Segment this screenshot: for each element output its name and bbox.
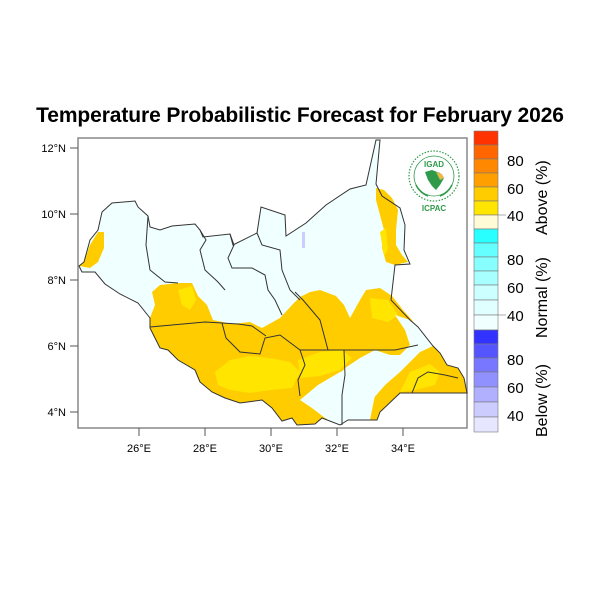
- below-tick-60: 60: [507, 380, 524, 397]
- above-title: Above (%): [534, 160, 551, 235]
- colorbar: [473, 130, 499, 433]
- normal-tick-40: 40: [507, 308, 524, 325]
- above-tick-60: 60: [507, 181, 524, 198]
- y-tick-12n: 12°N: [41, 143, 66, 155]
- below-title: Below (%): [534, 364, 551, 437]
- logo-igad-text: IGAD: [424, 160, 444, 169]
- normal-tick-80: 80: [507, 252, 524, 269]
- chart-title: Temperature Probabilistic Forecast for F…: [36, 104, 564, 127]
- above-tick-40: 40: [507, 208, 524, 225]
- below-normal-strip: [302, 232, 305, 248]
- below-tick-80: 80: [507, 352, 524, 369]
- x-tick-28e: 28°E: [193, 443, 217, 455]
- above-normal-regions: [79, 188, 467, 425]
- state-borders: [78, 139, 468, 426]
- above-tick-80: 80: [507, 153, 524, 170]
- colorbar-labels: 80 60 40 80 60 40 80 60 40 Above (%) Nor…: [507, 153, 551, 437]
- y-tick-8n: 8°N: [48, 275, 67, 287]
- y-tick-4n: 4°N: [48, 407, 67, 419]
- x-tick-32e: 32°E: [325, 443, 349, 455]
- below-tick-40: 40: [507, 408, 524, 425]
- logo-icpac-text: ICPAC: [422, 204, 447, 213]
- normal-pocket: [300, 358, 405, 425]
- x-tick-30e: 30°E: [259, 443, 283, 455]
- normal-title: Normal (%): [534, 257, 551, 338]
- y-tick-6n: 6°N: [48, 341, 67, 353]
- normal-tick-60: 60: [507, 280, 524, 297]
- y-axis: 12°N 10°N 8°N 6°N 4°N: [41, 143, 78, 419]
- y-tick-10n: 10°N: [41, 209, 66, 221]
- igad-icpac-logo: IGAD ICPAC: [408, 150, 460, 213]
- x-axis: 26°E 28°E 30°E 32°E 34°E: [127, 428, 415, 455]
- x-tick-34e: 34°E: [391, 443, 415, 455]
- x-tick-26e: 26°E: [127, 443, 151, 455]
